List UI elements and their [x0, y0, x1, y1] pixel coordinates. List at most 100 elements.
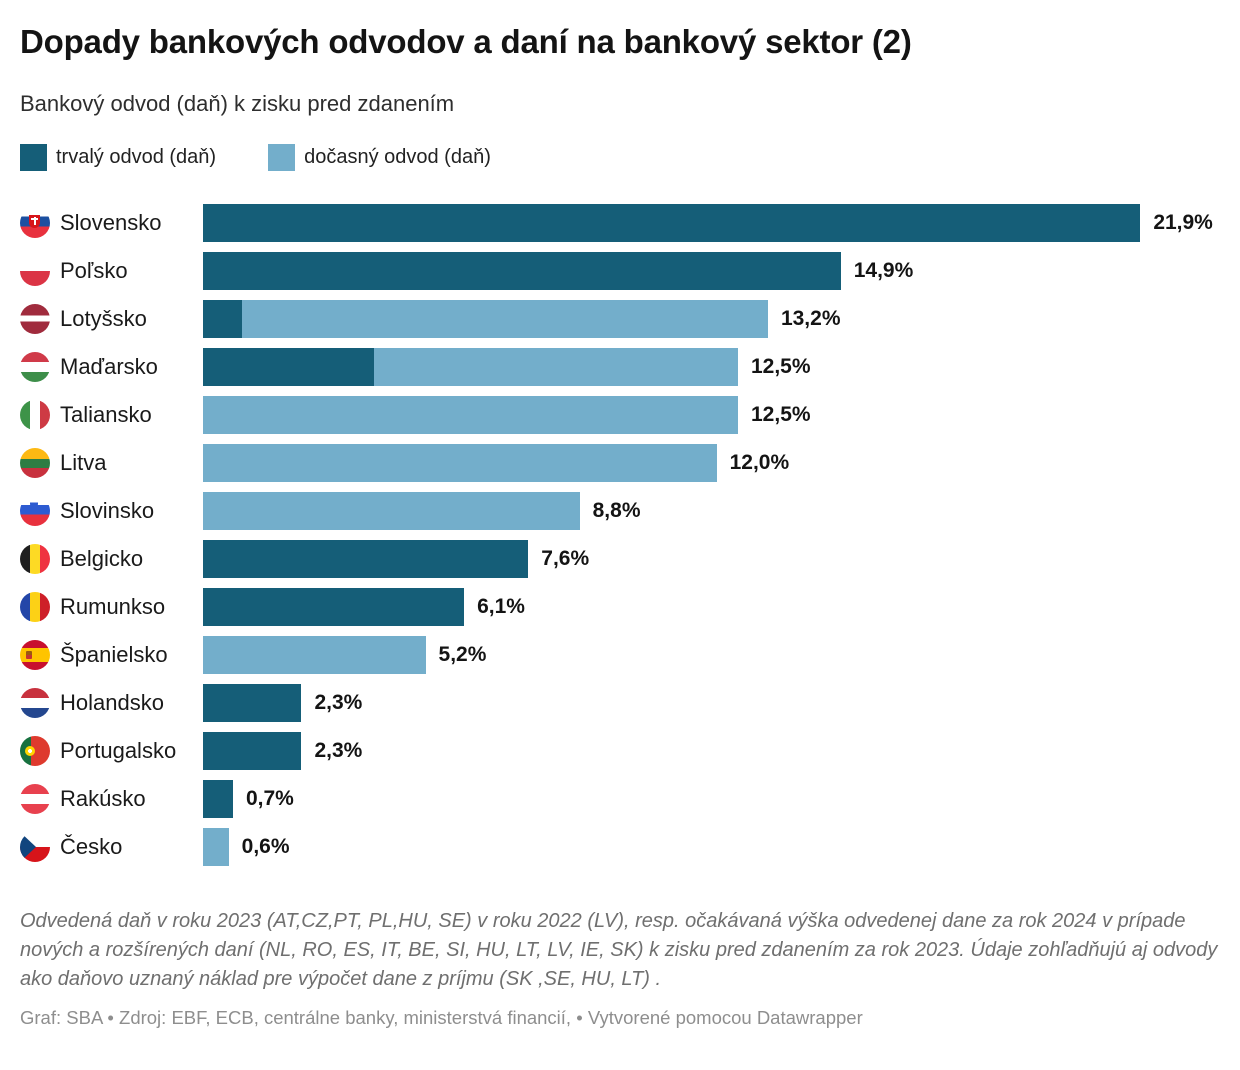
flag-es-icon — [20, 640, 50, 670]
page-title: Dopady bankových odvodov a daní na banko… — [20, 23, 912, 60]
value-label: 2,3% — [314, 691, 363, 714]
value-label: 8,8% — [592, 499, 641, 522]
chart-legend: trvalý odvod (daň) dočasný odvod (daň) — [20, 143, 1218, 171]
chart-row: Slovensko 21,9% — [20, 199, 1218, 247]
row-label: Rumunkso — [20, 592, 203, 622]
country-label: Španielsko — [60, 642, 168, 667]
bar-track: 8,8% — [203, 492, 1218, 530]
bar-segment-permanent — [203, 300, 242, 338]
row-label: Slovensko — [20, 208, 203, 238]
bar-segment-temporary — [203, 396, 738, 434]
flag-lt-icon — [20, 448, 50, 478]
credit-line: Graf: SBA • Zdroj: EBF, ECB, centrálne b… — [20, 1007, 863, 1028]
value-label: 6,1% — [477, 595, 525, 618]
chart-row: Rakúsko 0,7% — [20, 775, 1218, 823]
chart-row: Poľsko 14,9% — [20, 247, 1218, 295]
chart-row: Rumunkso 6,1% — [20, 583, 1218, 631]
chart-row: Holandsko 2,3% — [20, 679, 1218, 727]
bar-segment-permanent — [203, 204, 1141, 242]
chart-row: Portugalsko 2,3% — [20, 727, 1218, 775]
chart-subtitle: Bankový odvod (daň) k zisku pred zdanení… — [20, 91, 455, 116]
country-label: Slovensko — [60, 210, 162, 235]
value-label: 12,0% — [729, 451, 790, 474]
value-label: 14,9% — [853, 259, 914, 282]
bar-track: 0,6% — [203, 828, 1218, 866]
bar-segment-permanent — [203, 252, 841, 290]
legend-item-temporary: dočasný odvod (daň) — [268, 143, 491, 171]
bar-segment-permanent — [203, 540, 529, 578]
flag-hu-icon — [20, 352, 50, 382]
row-label: Rakúsko — [20, 784, 203, 814]
legend-item-permanent: trvalý odvod (daň) — [20, 143, 217, 171]
row-label: Česko — [20, 832, 203, 862]
row-label: Lotyšsko — [20, 304, 203, 334]
bar-segment-temporary — [203, 828, 229, 866]
country-label: Rakúsko — [60, 786, 146, 811]
flag-nl-icon — [20, 688, 50, 718]
bar-track: 14,9% — [203, 252, 1218, 290]
chart-row: Maďarsko 12,5% — [20, 343, 1218, 391]
value-label: 5,2% — [438, 643, 487, 666]
country-label: Slovinsko — [60, 498, 155, 523]
flag-lv-icon — [20, 304, 50, 334]
bar-segment-temporary — [203, 492, 580, 530]
flag-ro-icon — [20, 592, 50, 622]
flag-cz-icon — [20, 832, 50, 862]
bar-track: 5,2% — [203, 636, 1218, 674]
row-label: Portugalsko — [20, 736, 203, 766]
bar-track: 12,0% — [203, 444, 1218, 482]
flag-it-icon — [20, 400, 50, 430]
chart-row: Slovinsko 8,8% — [20, 487, 1218, 535]
bar-track: 2,3% — [203, 732, 1218, 770]
chart-row: Litva 12,0% — [20, 439, 1218, 487]
chart-row: Lotyšsko 13,2% — [20, 295, 1218, 343]
row-label: Maďarsko — [20, 352, 203, 382]
row-label: Belgicko — [20, 544, 203, 574]
bar-chart: Slovensko 21,9% Poľsko 14,9% Lotyšsko 13,2% Ma… — [20, 199, 1218, 871]
bar-segment-permanent — [203, 732, 302, 770]
flag-pl-icon — [20, 256, 50, 286]
chart-row: Belgicko 7,6% — [20, 535, 1218, 583]
legend-label-permanent: trvalý odvod (daň) — [56, 145, 217, 168]
country-label: Poľsko — [60, 258, 128, 283]
bar-track: 12,5% — [203, 348, 1218, 386]
row-label: Litva — [20, 448, 203, 478]
value-label: 0,6% — [241, 835, 290, 858]
country-label: Rumunkso — [60, 594, 166, 619]
chart-row: Česko 0,6% — [20, 823, 1218, 871]
bar-segment-temporary — [203, 636, 426, 674]
bar-segment-permanent — [203, 780, 233, 818]
bar-track: 6,1% — [203, 588, 1218, 626]
value-label: 0,7% — [245, 787, 294, 810]
value-label: 7,6% — [541, 547, 590, 570]
bar-segment-permanent — [203, 588, 465, 626]
row-label: Holandsko — [20, 688, 203, 718]
country-label: Česko — [60, 834, 123, 859]
bar-segment-temporary — [203, 444, 717, 482]
flag-be-icon — [20, 544, 50, 574]
legend-label-temporary: dočasný odvod (daň) — [304, 145, 491, 168]
country-label: Taliansko — [60, 402, 152, 427]
value-label: 12,5% — [750, 355, 811, 378]
value-label: 13,2% — [780, 307, 841, 330]
bar-track: 12,5% — [203, 396, 1218, 434]
bar-segment-permanent — [203, 684, 302, 722]
bar-segment-permanent — [203, 348, 375, 386]
country-label: Lotyšsko — [60, 306, 147, 331]
bar-segment-temporary — [241, 300, 768, 338]
row-label: Taliansko — [20, 400, 203, 430]
row-label: Poľsko — [20, 256, 203, 286]
country-label: Belgicko — [60, 546, 144, 571]
footnote: Odvedená daň v roku 2023 (AT,CZ,PT, PL,H… — [20, 910, 1218, 990]
country-label: Litva — [60, 450, 107, 475]
country-label: Maďarsko — [60, 354, 158, 379]
flag-at-icon — [20, 784, 50, 814]
flag-si-icon — [20, 496, 50, 526]
flag-sk-icon — [20, 208, 50, 238]
legend-swatch-temporary-icon — [268, 143, 296, 171]
bar-track: 7,6% — [203, 540, 1218, 578]
bar-segment-temporary — [374, 348, 738, 386]
value-label: 2,3% — [314, 739, 363, 762]
chart-page: Dopady bankových odvodov a daní na banko… — [0, 22, 1240, 1030]
bar-track: 13,2% — [203, 300, 1218, 338]
